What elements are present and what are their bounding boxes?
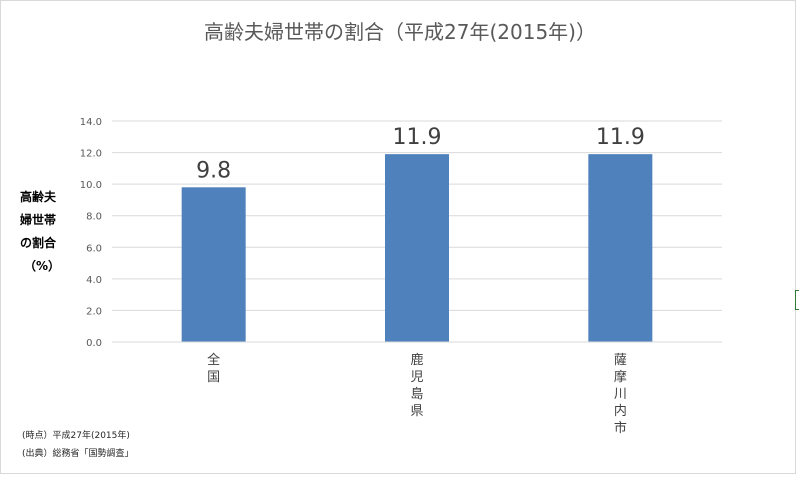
y-tick-label: 8.0 — [86, 212, 102, 223]
bar — [588, 154, 653, 342]
y-axis-unit: （%） — [24, 259, 61, 273]
bar — [385, 154, 449, 342]
y-tick-label: 0.0 — [86, 338, 102, 349]
x-category-label: 全 国 — [207, 353, 221, 385]
y-axis-label-line: 婦世帯 — [20, 213, 57, 227]
data-label: 9.8 — [196, 158, 231, 183]
bar — [181, 187, 246, 342]
note-source: (出典）総務省「国勢調査」 — [22, 449, 134, 459]
y-tick-label: 6.0 — [86, 243, 102, 254]
y-axis-label-line: 高齢夫 — [20, 190, 57, 204]
x-category-label: 鹿 児 島 県 — [410, 353, 424, 419]
y-tick-label: 14.0 — [80, 117, 102, 128]
y-tick-label: 2.0 — [86, 306, 102, 317]
y-axis-label-line: の割合 — [20, 236, 57, 250]
x-category-label: 薩 摩 川 内 市 — [613, 353, 627, 436]
note-time: (時点）平成27年(2015年) — [22, 431, 130, 441]
data-label: 11.9 — [393, 125, 442, 150]
chart-title: 高齢夫婦世帯の割合（平成27年(2015年)） — [204, 20, 596, 44]
selection-handle — [795, 290, 799, 310]
data-label: 11.9 — [596, 125, 645, 150]
y-tick-label: 4.0 — [86, 275, 102, 286]
y-tick-label: 12.0 — [80, 149, 102, 160]
y-tick-label: 10.0 — [80, 180, 102, 191]
y-axis-label: 高齢夫 婦世帯 の割合 （%） — [20, 186, 62, 278]
